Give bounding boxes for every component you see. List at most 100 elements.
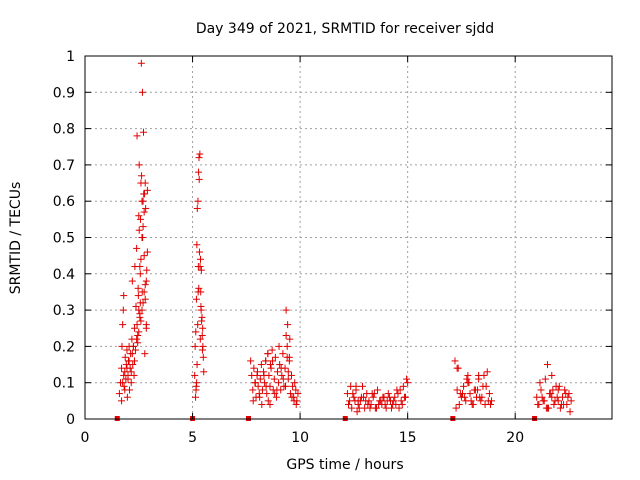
x-tick-labels: 0 5 10 15 20 [81,430,525,446]
data-point [269,357,277,365]
data-point [133,335,141,343]
y-axis-title: SRMTID / TECUs [8,182,24,295]
data-point [262,357,270,365]
data-point [140,190,148,198]
data-point [194,288,202,296]
data-point [261,379,269,387]
data-point [395,404,403,412]
data-point [375,400,383,408]
data-point [198,332,206,340]
plot-frame [84,55,613,420]
data-point [282,306,290,314]
data-point [141,179,149,187]
data-point [404,379,412,387]
data-point [459,390,467,398]
data-point [264,350,272,358]
data-point [471,386,479,394]
data-point [258,386,266,394]
data-point [139,234,147,241]
data-point [476,393,484,401]
data-point [249,397,257,405]
data-point [400,393,408,401]
data-point [475,371,483,379]
data-point [275,342,283,350]
data-point [142,277,150,285]
data-point [364,400,372,408]
data-point [137,59,145,67]
data-point [121,368,129,376]
data-point [267,364,275,372]
data-point [561,386,569,394]
data-point [119,321,127,329]
data-point [136,270,144,278]
data-point [128,350,136,358]
data-point [485,390,493,398]
y-tick-label: 0.5 [53,231,75,247]
data-point [140,128,148,136]
data-point [192,295,200,303]
data-point [284,321,292,329]
grid-lines [85,56,612,419]
data-point [140,252,148,260]
data-point [137,255,145,263]
data-point [540,397,548,405]
data-point [555,382,563,390]
data-point [272,393,280,401]
data-point [285,353,293,361]
data-point [196,150,204,158]
data-point [274,368,282,376]
chart-title: Day 349 of 2021, SRMTID for receiver sjd… [196,21,494,37]
data-point [142,321,150,329]
data-point [192,386,200,394]
data-point [452,404,460,412]
data-point [282,332,290,340]
y-tick-label: 1 [66,49,75,65]
x-tick-label: 15 [399,430,417,446]
data-point [383,397,391,405]
data-point [141,350,149,358]
data-point [195,175,203,183]
data-point [199,353,207,361]
data-point [273,386,281,394]
data-point [254,368,262,376]
data-point [291,379,299,387]
data-point [275,379,283,387]
data-point [550,400,558,408]
data-point [134,339,142,347]
data-point [133,244,141,252]
y-tick-label: 0.6 [53,194,75,210]
data-point [247,357,255,365]
x-tick-label: 20 [506,430,524,446]
data-point [128,277,136,285]
data-point [195,168,203,176]
data-point [547,390,555,398]
x-tick-label: 5 [188,430,197,446]
data-point [455,400,463,408]
data-point [125,357,133,365]
data-point [278,371,286,379]
data-point [139,223,147,231]
data-point [545,404,553,412]
data-point [355,404,363,412]
data-point [122,361,130,369]
data-point [283,342,291,350]
data-point [567,397,575,405]
data-point [195,154,203,162]
data-point [394,390,402,398]
data-point [138,172,146,180]
data-point [129,342,137,350]
data-point [132,346,140,354]
data-point [264,397,272,405]
data-point [466,390,474,398]
data-point [384,390,392,398]
data-point [194,321,202,329]
data-point [132,302,140,310]
data-point [119,306,127,314]
y-tick-labels: 0 0.1 0.2 0.3 0.4 0.5 0.6 0.7 0.8 0.9 1 [53,49,75,428]
data-point [554,386,562,394]
data-point [287,371,295,379]
data-point [198,313,206,321]
data-point [193,241,201,249]
data-point [143,248,151,256]
